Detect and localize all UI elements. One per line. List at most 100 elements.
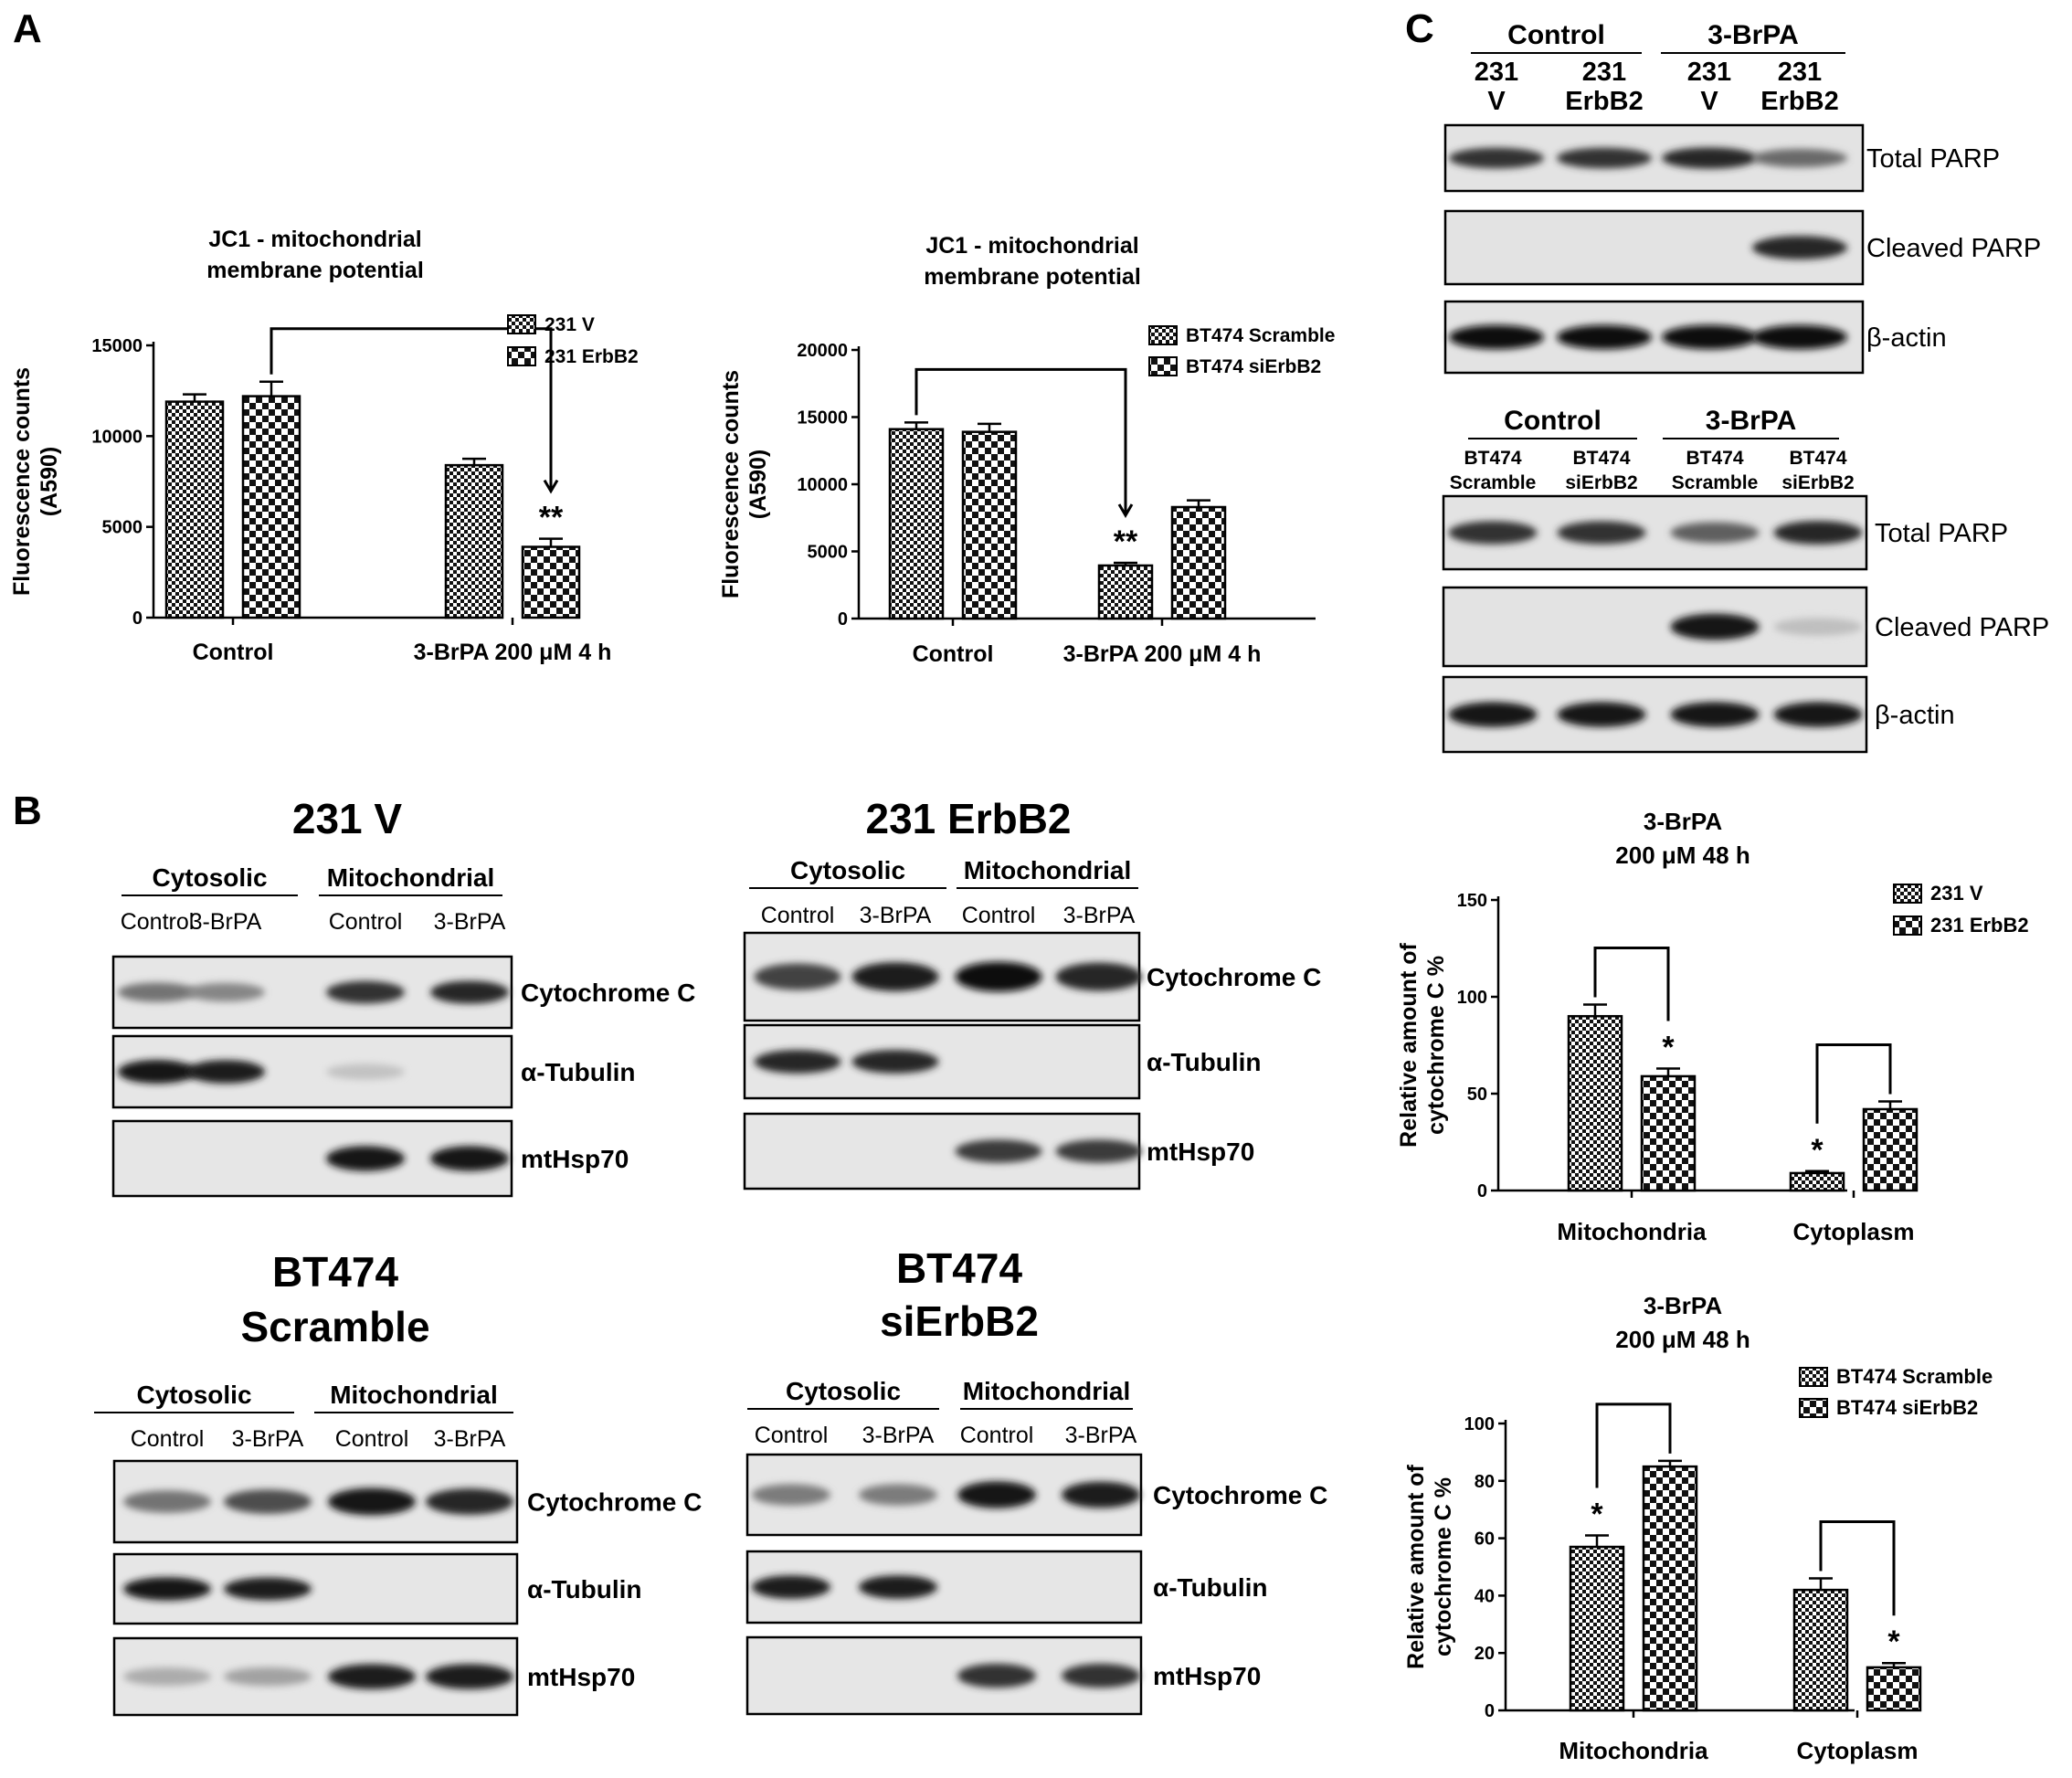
lane-label: 231 [1582,58,1626,87]
comparison-bracket [1593,946,1670,1021]
protein-band [1773,521,1863,545]
blot-strip [1442,675,1868,754]
blot-strip [112,1636,519,1717]
protein-band [326,1146,405,1171]
y-tick-label: 10000 [91,427,143,447]
protein-band [1448,702,1538,727]
y-tick-label: 50 [1467,1085,1487,1105]
lane-label: Scramble [1450,472,1537,493]
x-tick-label: Cytoplasm [1793,1218,1915,1245]
bar-231-erbb2 [241,395,301,619]
bar-bt474-sierbb2 [961,430,1018,620]
protein-band [957,1481,1036,1508]
protein-band [224,1577,312,1601]
y-tick-label: 80 [1475,1472,1495,1492]
protein-label: α-Tubulin [521,1058,636,1086]
panel-c-western-blots: Control 3-BrPA231V231ErbB2231V231ErbB2Tot… [1442,20,2049,754]
bracket-arrowhead [543,479,559,494]
lane-label: Control [962,903,1036,928]
bar-bt474-scramble [888,428,945,620]
blot-strip [111,1034,513,1109]
lane-label: Control [755,1423,829,1448]
protein-band [955,961,1042,992]
y-tick-label: 15000 [797,408,848,429]
significance-marker: * [1662,1030,1675,1064]
blot-strip [745,1453,1143,1537]
bar-231-v [1567,1014,1623,1192]
bar-bt474-scramble [1569,1545,1625,1712]
panel-label-a: A [13,6,42,51]
protein-band [1557,147,1652,169]
lane-label: BT474 [1686,448,1743,469]
panel-label-c: C [1405,6,1434,51]
protein-band [1752,324,1847,350]
protein-band [957,1663,1036,1688]
bar-231-erbb2 [1640,1074,1697,1192]
protein-band [328,1487,416,1516]
protein-band [1062,1663,1140,1688]
legend-swatch [1148,356,1178,376]
y-tick-label: 60 [1475,1529,1495,1550]
blot-2: 231 ErbB2 Cytosolic Mitochondrial Control 3-… [743,795,1321,1191]
legend-entry: BT474 Scramble [1186,325,1335,346]
protein-label: Cytochrome C [527,1488,702,1517]
protein-band [859,1484,937,1506]
x-tick-label: Mitochondria [1559,1737,1708,1764]
y-axis-label: Relative amount of cytochrome C % [1396,943,1449,1148]
legend-swatch [1799,1398,1828,1418]
protein-band [955,1139,1042,1163]
parp-blot-1: Control 3-BrPA231V231ErbB2231V231ErbB2Tot… [1443,20,2041,375]
protein-band [118,1059,196,1085]
significance-marker: * [1591,1497,1603,1531]
protein-label: Cytochrome C [521,979,695,1007]
legend-swatch [1893,915,1922,936]
x-tick-label: Mitochondria [1557,1218,1707,1245]
fraction-group-label: Cytosolic [790,856,905,884]
blot-strip [1443,123,1865,193]
fraction-group-label: Mitochondrial [964,856,1132,884]
legend-swatch [507,346,536,366]
protein-band [1062,1481,1140,1508]
blot-3: BT474 Scramble Cytosolic Mitochondrial Contr… [94,1248,702,1717]
blot-title: Scramble [240,1303,429,1350]
blot-strip [112,1459,519,1544]
comparison-bracket [1815,1042,1892,1124]
comparison-bracket [270,327,553,492]
y-tick-label: 0 [838,609,848,630]
protein-band [123,1490,211,1513]
chart-title: JC1 - mitochondrial [208,227,421,252]
y-tick-label: 0 [132,609,143,629]
protein-band [186,982,265,1002]
protein-band [752,1575,830,1599]
lane-label: siErbB2 [1565,472,1637,493]
legend-swatch [1148,325,1178,345]
y-tick-label: 5000 [808,543,849,563]
treatment-group-label: Control [1507,20,1605,50]
blot-title: BT474 [896,1244,1022,1292]
bar-bt474-scramble [1097,564,1154,620]
significance-marker: * [1887,1625,1900,1659]
protein-label: mtHsp70 [527,1663,635,1691]
protein-band [1557,702,1646,727]
significance-marker: * [1811,1133,1824,1168]
chart-title: 200 μM 48 h [1615,1326,1750,1353]
protein-band [1773,702,1863,727]
significance-marker: ** [1114,524,1138,559]
bar-231-erbb2 [1862,1107,1919,1192]
lane-label: 231 [1687,58,1731,87]
blot-strip [745,1635,1143,1716]
chart-4: 3-BrPA 200 μM 48 h Relative amount of cytoc… [1403,1292,1993,1764]
protein-band [123,1577,211,1601]
lane-label: Control [131,1426,205,1452]
treatment-group-label: 3-BrPA [1706,406,1796,436]
bar-charts: JC1 - mitochondrial membrane potential Flu… [9,227,2029,1764]
comparison-bracket [1819,1520,1896,1616]
x-tick-label: 3-BrPA 200 μM 4 h [414,640,612,665]
protein-band [1752,236,1847,259]
protein-band [1773,618,1863,636]
lane-label: Scramble [1672,472,1759,493]
protein-band [426,1488,513,1515]
legend-entry: BT474 Scramble [1836,1365,1993,1388]
protein-band [1449,147,1544,169]
legend-swatch [1893,884,1922,904]
